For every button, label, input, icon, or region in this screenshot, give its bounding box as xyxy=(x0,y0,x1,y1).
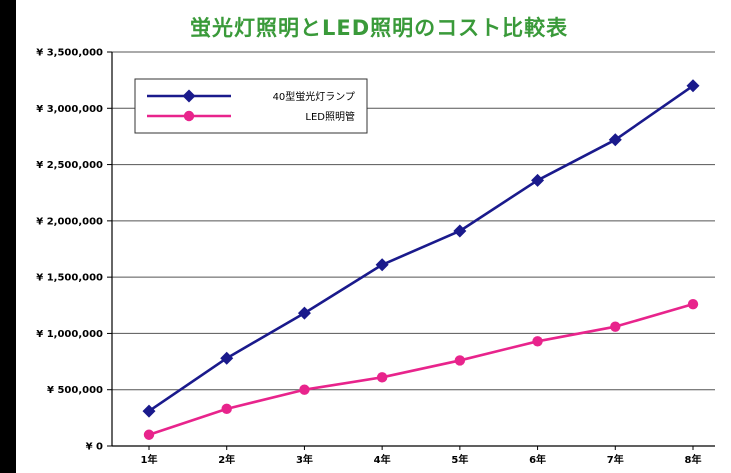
x-tick-label: 5年 xyxy=(451,453,468,466)
data-point xyxy=(687,298,699,310)
data-point xyxy=(220,351,234,365)
data-point xyxy=(376,372,388,383)
y-tick-label: ¥ 2,500,000 xyxy=(36,160,103,171)
y-tick-label: ¥ 1,500,000 xyxy=(36,273,103,284)
x-tick-label: 3年 xyxy=(296,453,313,466)
legend-label: 40型蛍光灯ランプ xyxy=(273,90,355,103)
data-point xyxy=(375,258,389,272)
legend-marker xyxy=(182,89,196,103)
y-tick-label: ¥ 3,500,000 xyxy=(36,48,103,59)
y-tick-label: ¥ 2,000,000 xyxy=(36,216,103,227)
data-point xyxy=(608,133,622,147)
legend-label: LED照明管 xyxy=(305,110,355,123)
data-point xyxy=(454,355,466,366)
data-point xyxy=(297,306,311,320)
x-tick-label: 1年 xyxy=(141,453,158,466)
x-tick-label: 4年 xyxy=(374,453,391,466)
y-tick-label: ¥ 3,000,000 xyxy=(36,104,103,115)
data-point xyxy=(532,336,543,347)
data-point xyxy=(453,224,467,238)
data-point xyxy=(221,403,232,415)
series-line xyxy=(148,84,694,413)
legend-marker xyxy=(183,110,195,122)
chart-title: 蛍光灯照明とLED照明のコスト比較表 xyxy=(190,16,569,40)
x-tick-label: 2年 xyxy=(218,453,235,466)
data-point xyxy=(686,79,700,93)
series-line xyxy=(148,302,694,436)
y-tick-label: ¥ 0 xyxy=(86,442,103,453)
x-tick-label: 6年 xyxy=(529,453,546,466)
data-point xyxy=(142,404,156,418)
data-point xyxy=(610,321,621,332)
data-point xyxy=(299,384,310,395)
left-border xyxy=(0,0,16,473)
y-tick-label: ¥ 500,000 xyxy=(47,385,103,396)
x-tick-label: 8年 xyxy=(685,453,702,466)
x-tick-label: 7年 xyxy=(607,453,624,466)
y-tick-label: ¥ 1,000,000 xyxy=(36,329,103,340)
legend-box xyxy=(134,78,368,134)
data-point xyxy=(143,429,155,440)
data-point xyxy=(531,173,545,187)
